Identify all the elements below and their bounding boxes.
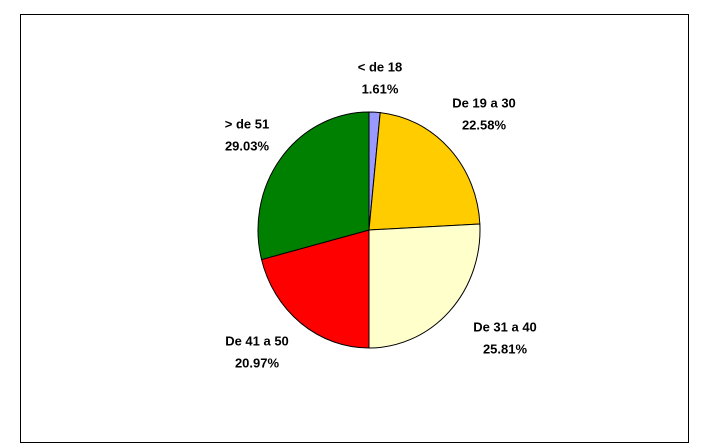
pie-slice: [257, 111, 370, 261]
pie-slice: [368, 112, 481, 231]
slice-label: De 19 a 30: [452, 95, 516, 110]
slice-label: < de 18: [358, 59, 402, 74]
slice-value-label: 20.97%: [235, 355, 280, 370]
slice-label: De 41 a 50: [225, 333, 289, 348]
pie-slice: [368, 223, 481, 349]
slice-label: > de 51: [225, 116, 269, 131]
pie-slice: [260, 229, 370, 349]
slice-label: De 31 a 40: [473, 319, 537, 334]
slice-value-label: 1.61%: [362, 81, 399, 96]
slice-value-label: 25.81%: [483, 341, 528, 356]
slice-value-label: 29.03%: [225, 138, 270, 153]
slice-value-label: 22.58%: [462, 117, 507, 132]
